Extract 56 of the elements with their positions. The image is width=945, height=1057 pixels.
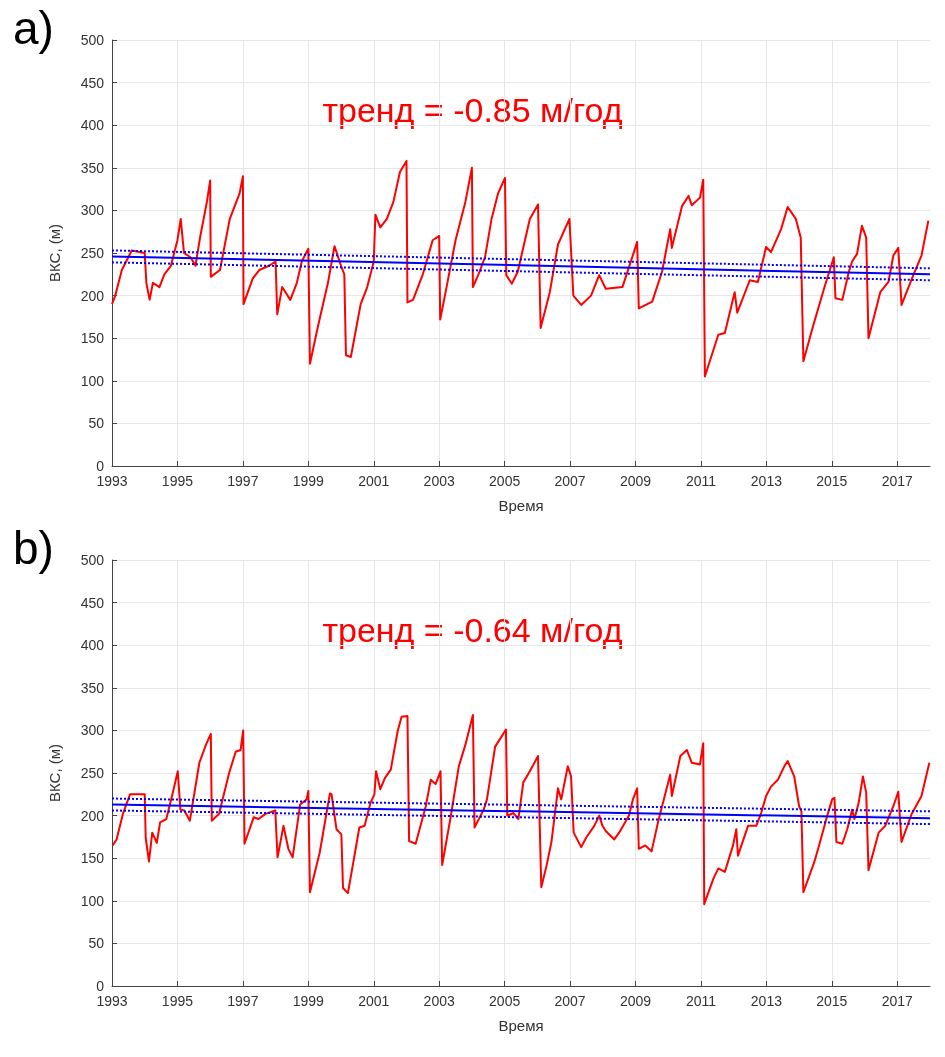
x-tick-label: 2001 xyxy=(358,473,390,489)
x-tick-label: 2009 xyxy=(619,473,652,489)
y-axis-title: ВКС, (м) xyxy=(46,223,63,283)
x-tick-label: 2007 xyxy=(554,993,586,1009)
x-tick-label: 2003 xyxy=(423,993,455,1009)
x-tick-label: 1999 xyxy=(292,473,325,489)
x-tick-label: 2007 xyxy=(554,473,586,489)
x-tick-label: 2013 xyxy=(750,473,783,489)
y-tick-label: 0 xyxy=(96,458,105,474)
x-tick-label: 1993 xyxy=(96,993,128,1009)
x-tick-label: 1993 xyxy=(96,473,128,489)
y-tick-label: 250 xyxy=(80,245,105,261)
x-tick-label: 1999 xyxy=(292,993,325,1009)
y-tick-label: 350 xyxy=(80,159,105,176)
x-tick-label: 1995 xyxy=(161,473,194,489)
x-tick-label: 1997 xyxy=(227,473,259,489)
x-tick-label: 2013 xyxy=(750,993,783,1009)
y-tick-label: 300 xyxy=(80,202,105,219)
y-tick-label: 350 xyxy=(80,679,105,696)
y-tick-label: 50 xyxy=(88,935,105,952)
y-tick-label: 300 xyxy=(80,722,105,739)
x-tick-label: 2017 xyxy=(881,473,914,489)
y-tick-label: 250 xyxy=(80,765,105,781)
y-tick-label: 450 xyxy=(80,74,105,91)
y-tick-label: 400 xyxy=(80,637,105,654)
y-axis-title: ВКС, (м) xyxy=(46,743,63,803)
y-tick-label: 100 xyxy=(80,372,105,389)
y-tick-label: 150 xyxy=(80,330,105,347)
x-tick-label: 2001 xyxy=(358,993,390,1009)
x-tick-label: 2015 xyxy=(816,473,848,489)
y-tick-label: 200 xyxy=(80,807,105,824)
y-tick-label: 50 xyxy=(88,415,105,432)
y-tick-label: 400 xyxy=(80,117,105,134)
x-tick-label: 2015 xyxy=(816,993,848,1009)
y-tick-label: 450 xyxy=(80,594,105,611)
x-tick-label: 2003 xyxy=(423,473,455,489)
x-tick-label: 2017 xyxy=(881,993,914,1009)
x-tick-label: 2005 xyxy=(489,473,521,489)
x-tick-label: 2011 xyxy=(685,473,717,489)
x-tick-label: 1997 xyxy=(227,993,259,1009)
y-tick-label: 150 xyxy=(80,850,105,867)
y-tick-label: 100 xyxy=(80,892,105,909)
line-series xyxy=(111,159,930,378)
chart-title: b) xyxy=(13,522,54,574)
x-tick-label: 2011 xyxy=(685,993,717,1009)
x-axis-title: Время xyxy=(498,1017,544,1034)
y-tick-label: 500 xyxy=(80,32,105,48)
y-tick-label: 0 xyxy=(96,978,105,994)
y-tick-label: 500 xyxy=(80,552,105,568)
x-tick-label: 1995 xyxy=(161,993,194,1009)
line-series xyxy=(111,714,931,906)
y-tick-label: 200 xyxy=(80,287,105,304)
x-tick-label: 2009 xyxy=(619,993,652,1009)
chart-title: a) xyxy=(13,2,54,54)
x-axis-title: Время xyxy=(498,497,544,514)
x-tick-label: 2005 xyxy=(489,993,521,1009)
